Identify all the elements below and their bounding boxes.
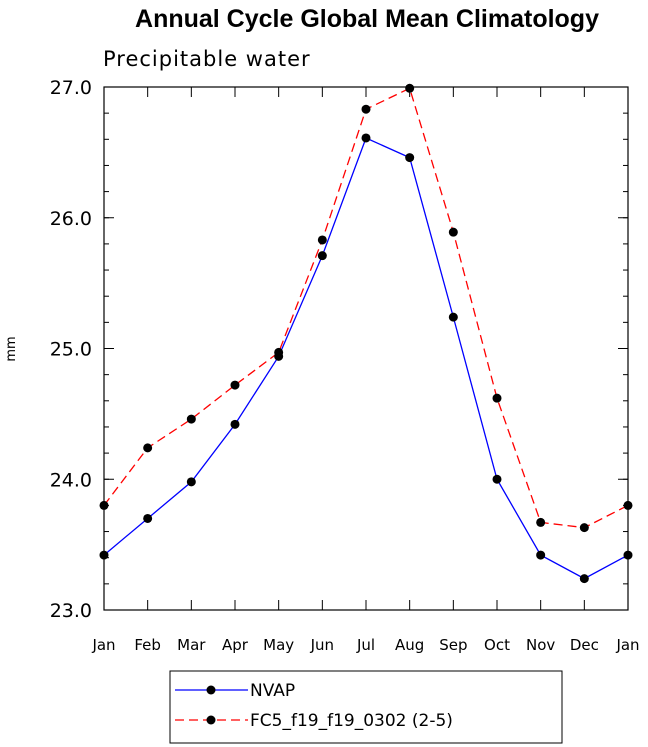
- y-axis-label: mm: [4, 336, 19, 361]
- series-2-point: [492, 393, 502, 403]
- series-1-point: [536, 550, 546, 560]
- x-tick-label: May: [263, 636, 294, 654]
- series-1-point: [405, 153, 415, 163]
- legend-marker-1: [206, 685, 216, 695]
- series-2-point: [99, 500, 109, 510]
- series-2-point: [579, 523, 589, 533]
- series-2-point: [230, 380, 240, 390]
- series-2-point: [186, 414, 196, 424]
- x-tick-label: Apr: [222, 636, 249, 654]
- chart-title: Annual Cycle Global Mean Climatology: [135, 5, 599, 33]
- y-tick-label: 24.0: [50, 469, 92, 491]
- series-1-point: [317, 251, 327, 261]
- y-tick-label: 23.0: [50, 600, 92, 622]
- series-1-point: [99, 550, 109, 560]
- series-1-point: [579, 574, 589, 584]
- x-tick-label: Sep: [439, 636, 467, 654]
- series-2-point: [405, 83, 415, 93]
- series-layer: [99, 83, 633, 584]
- x-tick-label: Aug: [395, 636, 424, 654]
- series-2-point: [448, 227, 458, 237]
- series-1-point: [143, 513, 153, 523]
- x-tick-label: Jun: [310, 636, 334, 654]
- x-tick-label: Oct: [484, 636, 510, 654]
- series-2-point: [143, 443, 153, 453]
- y-tick-label: 25.0: [50, 339, 92, 361]
- x-tick-label: Jul: [356, 636, 375, 654]
- x-tick-label: Jan: [91, 636, 115, 654]
- series-1-point: [492, 474, 502, 484]
- series-2-point: [274, 347, 284, 357]
- series-line-2: [103, 87, 629, 529]
- series-line-1: [103, 137, 629, 580]
- series-1-point: [623, 550, 633, 560]
- series-1-point: [361, 133, 371, 143]
- legend: NVAP FC5_f19_f19_0302 (2-5): [169, 670, 563, 744]
- y-tick-label: 26.0: [50, 208, 92, 230]
- y-tick-label: 27.0: [50, 77, 92, 99]
- plot-frame: [103, 86, 629, 611]
- x-tick-label: Feb: [134, 636, 161, 654]
- x-tick-label: Nov: [526, 636, 555, 654]
- legend-label-2: FC5_f19_f19_0302 (2-5): [250, 711, 453, 731]
- series-2-point: [623, 500, 633, 510]
- legend-marker-2: [206, 715, 216, 725]
- series-1-point: [448, 312, 458, 322]
- series-2-point: [317, 235, 327, 245]
- series-2-point: [536, 517, 546, 527]
- legend-box: [169, 670, 563, 744]
- axes: 23.0 24.0 25.0 26.0 27.0 Jan Feb Mar Apr May Jun Ju…: [50, 77, 640, 654]
- legend-label-1: NVAP: [250, 681, 295, 701]
- series-1-point: [186, 477, 196, 487]
- series-1-point: [230, 419, 240, 429]
- x-tick-label: Jan: [615, 636, 639, 654]
- x-tick-label: Dec: [570, 636, 599, 654]
- series-2-point: [361, 104, 371, 114]
- chart-subtitle: Precipitable water: [103, 47, 311, 71]
- x-tick-label: Mar: [177, 636, 206, 654]
